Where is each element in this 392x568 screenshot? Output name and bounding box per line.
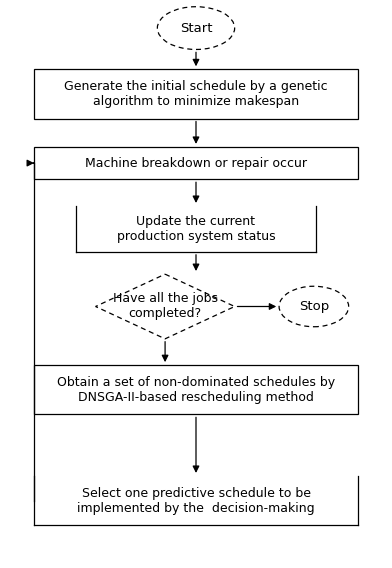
Text: Select one predictive schedule to be
implemented by the  decision-making: Select one predictive schedule to be imp…	[77, 487, 315, 515]
Bar	[34, 365, 358, 415]
Text: Have all the jobs
completed?: Have all the jobs completed?	[113, 293, 218, 320]
Text: Start: Start	[180, 22, 212, 35]
Text: Obtain a set of non-dominated schedules by
DNSGA-II-based rescheduling method: Obtain a set of non-dominated schedules …	[57, 376, 335, 404]
Text: Machine breakdown or repair occur: Machine breakdown or repair occur	[85, 157, 307, 170]
Text: Generate the initial schedule by a genetic
algorithm to minimize makespan: Generate the initial schedule by a genet…	[64, 80, 328, 108]
Text: Stop: Stop	[299, 300, 329, 313]
Bar	[34, 69, 358, 119]
Text: Update the current
production system status: Update the current production system sta…	[117, 215, 275, 243]
Bar	[34, 147, 358, 179]
